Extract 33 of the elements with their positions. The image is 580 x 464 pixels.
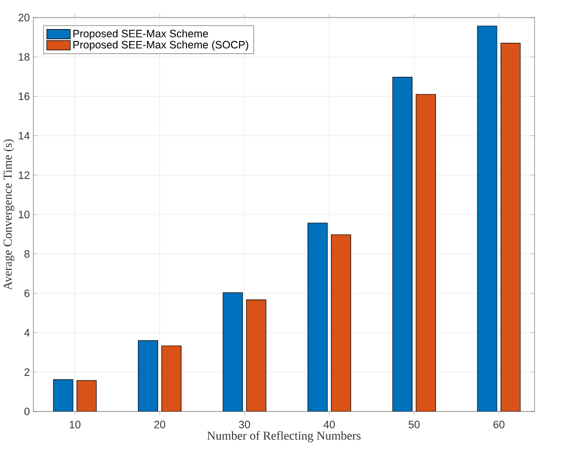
x-axis-title: Number of Reflecting Numbers <box>207 431 361 442</box>
bar <box>330 234 352 412</box>
bar <box>53 379 74 412</box>
bar <box>308 222 328 412</box>
y-tick-label: 8 <box>24 250 30 258</box>
bar <box>416 94 436 412</box>
x-tick-label: 50 <box>408 420 420 428</box>
bar <box>246 299 266 412</box>
y-tick-label: 4 <box>24 328 30 336</box>
bar <box>392 76 412 412</box>
bar <box>138 340 158 412</box>
y-tick-label: 16 <box>18 92 30 100</box>
y-tick-label: 6 <box>24 289 30 298</box>
bar <box>222 292 243 412</box>
y-tick-label: 2 <box>24 368 30 376</box>
y-tick-label: 10 <box>18 210 30 218</box>
x-tick-label: 30 <box>238 420 250 428</box>
legend-label: Proposed SEE-Max Scheme (SOCP) <box>73 40 248 51</box>
y-tick-label: 0 <box>24 408 30 416</box>
x-tick-label: 10 <box>70 420 80 428</box>
y-tick-label: 18 <box>18 53 30 61</box>
x-tick-label: 40 <box>324 420 335 428</box>
y-tick-label: 20 <box>18 14 30 22</box>
bar <box>161 346 182 412</box>
y-tick-label: 14 <box>18 132 30 140</box>
legend-label: Proposed SEE-Max Scheme <box>73 29 208 40</box>
x-tick-label: 20 <box>154 420 166 428</box>
bar <box>76 380 97 412</box>
bar <box>500 42 521 412</box>
x-tick-label: 60 <box>494 420 504 428</box>
y-axis-title: Average Convergence Time (s) <box>3 139 14 290</box>
y-tick-label: 12 <box>18 171 30 179</box>
bar <box>477 26 498 412</box>
